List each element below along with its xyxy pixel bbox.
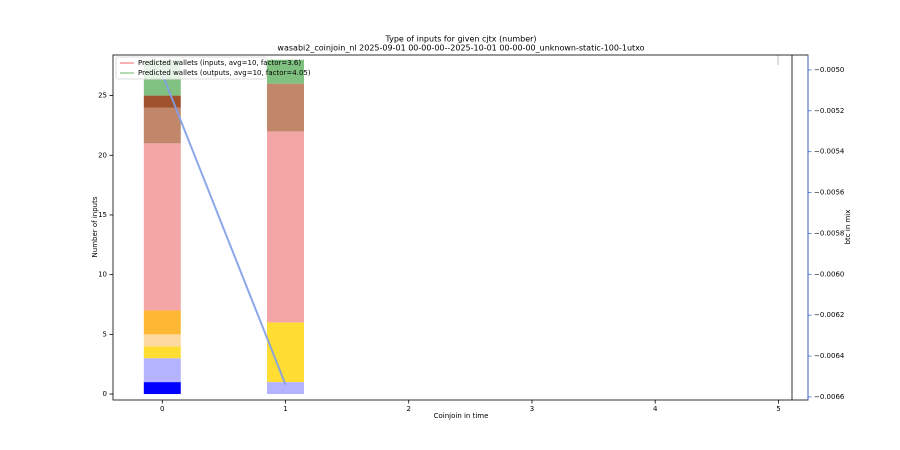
y2-tick-label: −0.0050 [814,66,844,74]
y-tick-label: 0 [103,390,107,398]
legend-label: Predicted wallets (inputs, avg=10, facto… [138,59,301,67]
x-axis-label: Coinjoin in time [434,412,489,420]
legend-label: Predicted wallets (outputs, avg=10, fact… [138,69,311,77]
x-tick-label: 2 [407,405,411,413]
x-tick-label: 3 [530,405,534,413]
y2-tick-label: −0.0062 [814,311,844,319]
chart-title: Type of inputs for given cjtx (number) [384,35,536,44]
bar-segment [143,107,181,144]
y2-tick-label: −0.0054 [814,148,845,156]
bar-segment [143,334,181,347]
bar-segment [143,358,181,383]
bar-segment [143,143,181,311]
bar-segment [143,310,181,335]
x-tick-label: 1 [283,405,287,413]
bar-segment [143,382,181,395]
x-tick-label: 4 [653,405,658,413]
y2-tick-label: −0.0056 [814,189,845,197]
y2-axis-label: btc in mix [844,210,852,245]
bar-segment [267,382,305,395]
y-tick-label: 15 [98,211,107,219]
legend-box [115,56,267,80]
x-tick-label: 0 [160,405,164,413]
y2-line [161,73,287,386]
bar-segment [143,95,181,108]
bar-segment [267,83,305,132]
y2-tick-label: −0.0066 [814,393,845,401]
y2-tick-label: −0.0058 [814,229,844,237]
y2-tick-label: −0.0052 [814,107,844,115]
y-tick-label: 5 [103,330,107,338]
bar-segment [267,59,305,84]
y-tick-label: 20 [98,151,107,159]
bar-segment [267,131,305,323]
y2-tick-label: −0.0060 [814,270,844,278]
y-tick-label: 10 [98,271,107,279]
y2-tick-label: −0.0064 [814,352,845,360]
bar-segment [143,346,181,359]
x-tick-label: 5 [776,405,780,413]
y-tick-label: 25 [98,92,107,100]
y-axis-label: Number of inputs [91,196,99,257]
chart-subtitle: wasabi2_coinjoin_nl 2025-09-01 00-00-00-… [277,44,644,53]
